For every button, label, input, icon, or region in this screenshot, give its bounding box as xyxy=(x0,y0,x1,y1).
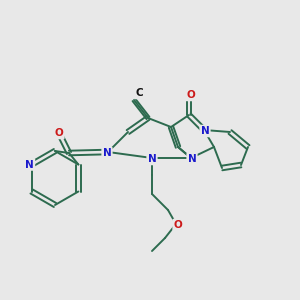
Text: N: N xyxy=(201,126,209,136)
Text: C: C xyxy=(135,88,143,98)
Text: N: N xyxy=(103,148,111,158)
Text: O: O xyxy=(55,128,63,138)
Text: N: N xyxy=(148,154,156,164)
Text: N: N xyxy=(25,160,34,170)
Text: O: O xyxy=(187,90,195,100)
Text: N: N xyxy=(188,154,196,164)
Text: O: O xyxy=(174,220,182,230)
